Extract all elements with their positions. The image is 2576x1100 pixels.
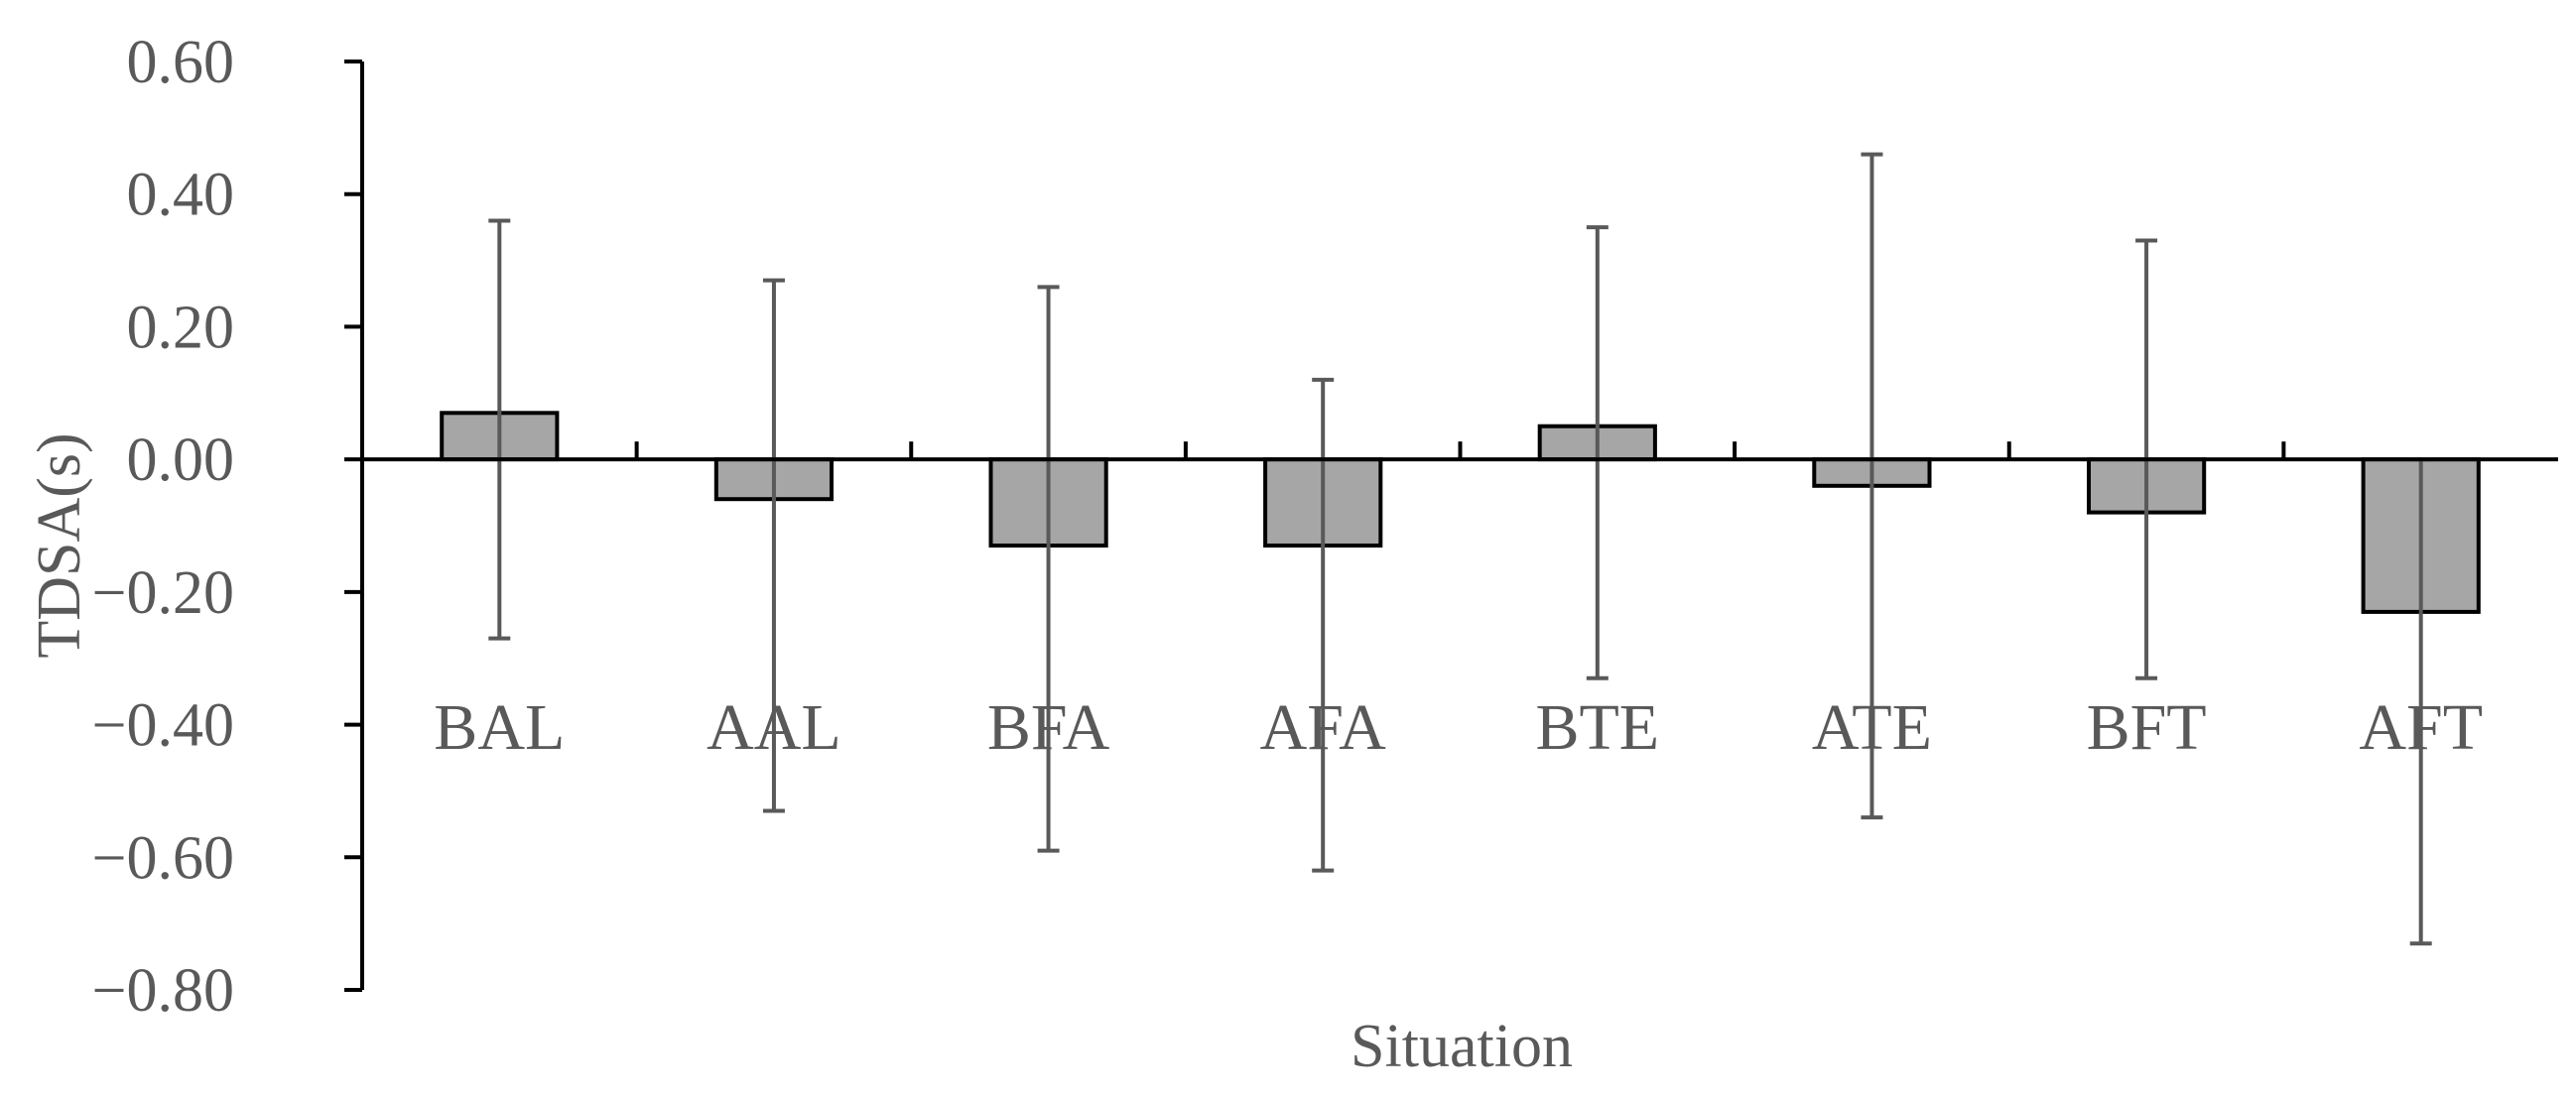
error-bar-bte	[1586, 225, 1609, 680]
y-tick-label: 0.20	[127, 294, 235, 361]
y-tick-labels-group: 0.60 0.40 0.20 0.00 −0.20 −0.40 −0.60 −0.80	[92, 29, 234, 1025]
error-bar-bal	[488, 218, 511, 641]
y-tick-label: 0.60	[127, 29, 235, 96]
y-tick-label: 0.40	[127, 162, 235, 229]
category-label-bft: BFT	[2087, 691, 2207, 764]
y-axis-title: TDSA(s)	[26, 432, 93, 658]
error-bar-bfa	[1037, 285, 1060, 853]
category-label-bfa: BFA	[987, 691, 1110, 764]
error-bars-group	[488, 152, 2432, 946]
y-tick-label: 0.00	[127, 427, 235, 494]
category-label-ate: ATE	[1812, 691, 1932, 764]
category-label-aal: AAL	[707, 691, 841, 764]
y-tick-label: −0.60	[92, 824, 234, 892]
error-bar-afa	[1312, 377, 1335, 873]
error-bar-aal	[762, 278, 785, 813]
axes-group	[344, 60, 2558, 992]
error-bar-ate	[1861, 152, 1883, 820]
category-label-bte: BTE	[1535, 691, 1659, 764]
category-labels-group: BAL AAL BFA AFA BTE ATE BFT AFT	[434, 691, 2483, 764]
x-axis-title: Situation	[1351, 1013, 1573, 1080]
category-label-aft: AFT	[2359, 691, 2483, 764]
y-tick-label: −0.80	[92, 957, 234, 1025]
y-tick-label: −0.40	[92, 692, 234, 760]
category-label-afa: AFA	[1260, 691, 1386, 764]
y-tick-label: −0.20	[92, 559, 234, 627]
category-label-bal: BAL	[434, 691, 565, 764]
